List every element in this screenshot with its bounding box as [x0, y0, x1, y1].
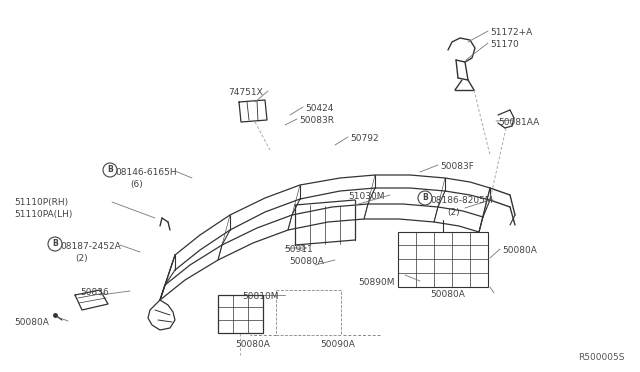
Text: 50080A: 50080A	[502, 246, 537, 255]
Text: 50080A: 50080A	[289, 257, 324, 266]
Text: 50083F: 50083F	[440, 162, 474, 171]
Text: 50810M: 50810M	[242, 292, 278, 301]
Text: 51170: 51170	[490, 40, 519, 49]
Text: 50424: 50424	[305, 104, 333, 113]
Text: 08187-2452A: 08187-2452A	[60, 242, 121, 251]
Text: (6): (6)	[130, 180, 143, 189]
Text: 74751X: 74751X	[228, 88, 263, 97]
Text: B: B	[52, 240, 58, 248]
Text: 50081AA: 50081AA	[498, 118, 540, 127]
Text: 50080A: 50080A	[235, 340, 270, 349]
Bar	[218, 295, 263, 333]
Text: 50890M: 50890M	[358, 278, 394, 287]
Text: B: B	[107, 166, 113, 174]
Text: 51110PA(LH): 51110PA(LH)	[14, 210, 72, 219]
Text: (2): (2)	[75, 254, 88, 263]
Text: 51030M: 51030M	[348, 192, 385, 201]
Text: 50080A: 50080A	[430, 290, 465, 299]
Text: 51110P(RH): 51110P(RH)	[14, 198, 68, 207]
Text: 50080A: 50080A	[14, 318, 49, 327]
Text: 50911: 50911	[284, 245, 313, 254]
Text: 50083R: 50083R	[299, 116, 334, 125]
Text: R500005S: R500005S	[579, 353, 625, 362]
Text: 50090A: 50090A	[320, 340, 355, 349]
Bar	[398, 232, 488, 287]
Text: 50792: 50792	[350, 134, 379, 143]
Text: 51172+A: 51172+A	[490, 28, 532, 37]
Text: 08186-8205M: 08186-8205M	[430, 196, 493, 205]
Text: (2): (2)	[447, 208, 460, 217]
Bar	[276, 290, 341, 335]
Text: B: B	[422, 193, 428, 202]
Text: 08146-6165H: 08146-6165H	[115, 168, 177, 177]
Text: 50836: 50836	[80, 288, 109, 297]
